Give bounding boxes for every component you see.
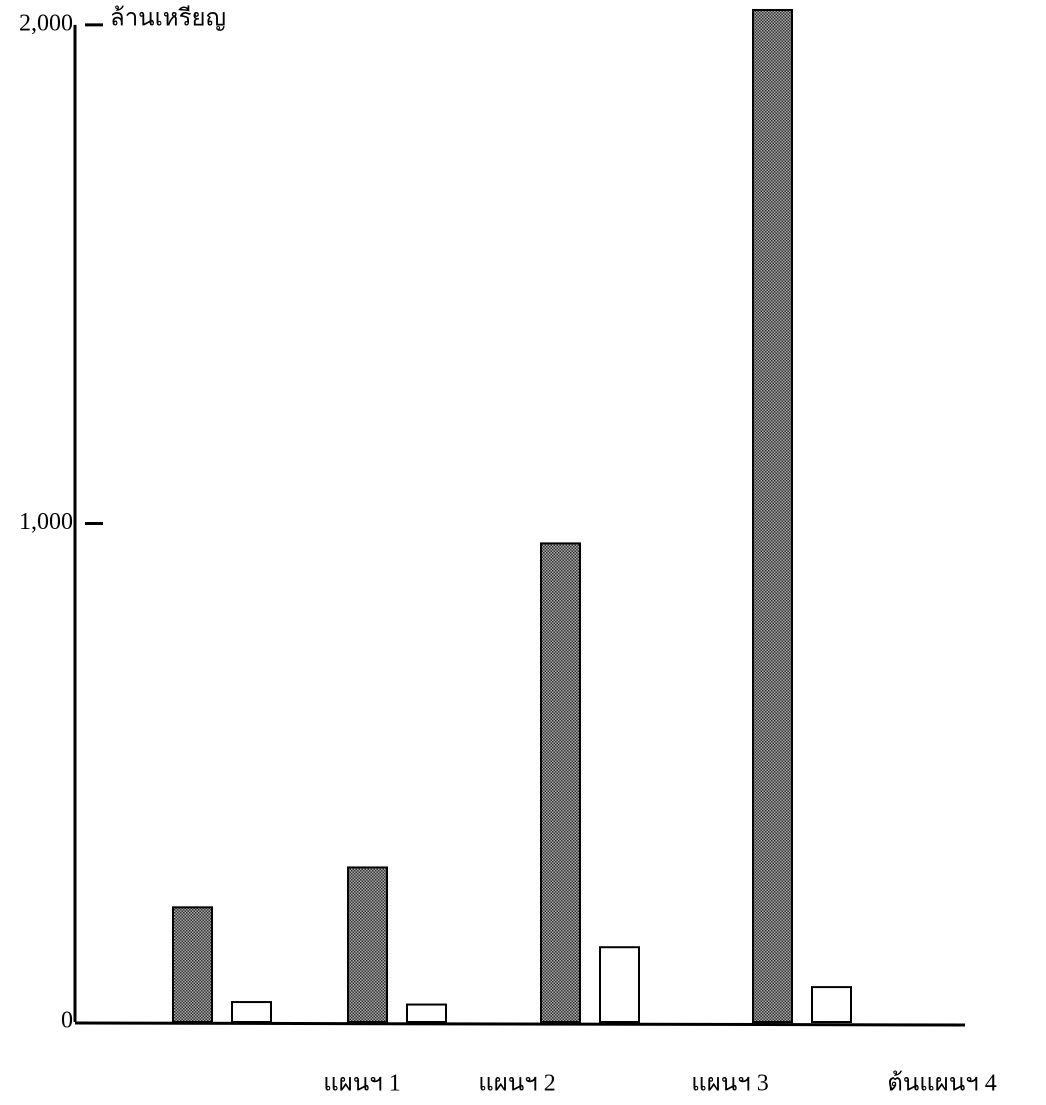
bar [540, 542, 581, 1024]
x-axis [74, 1021, 966, 1027]
bar [231, 1001, 272, 1023]
x-tick-label: แผนฯ 2 [478, 1071, 555, 1097]
y-tick-label: 2,000 [19, 10, 73, 36]
x-tick-label: แผนฯ 3 [691, 1071, 768, 1097]
y-tick-label: 0 [61, 1008, 73, 1034]
bar [752, 8, 793, 1024]
bar [172, 906, 213, 1024]
x-tick-label: ต้นแผนฯ 4 [887, 1071, 996, 1097]
bar [347, 866, 388, 1024]
y-tick-label: 1,000 [19, 509, 73, 535]
x-tick-label: แผนฯ 1 [323, 1071, 400, 1097]
bar [406, 1003, 447, 1023]
bar [811, 986, 852, 1023]
y-axis-label: ล้านเหรียญ [110, 5, 226, 32]
bar [599, 946, 640, 1023]
